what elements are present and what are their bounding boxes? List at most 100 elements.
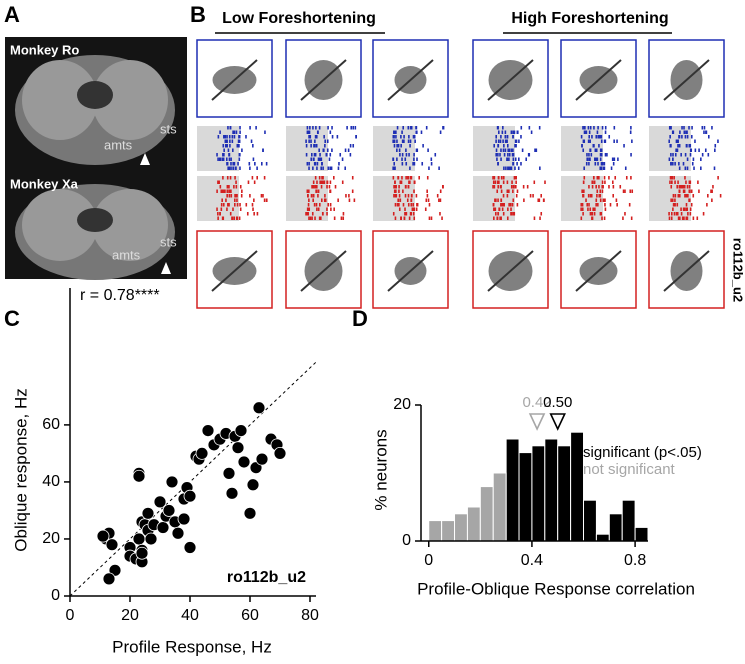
- median-label: 0.42: [522, 394, 551, 411]
- scatter-point: [132, 469, 146, 483]
- histogram-bar: [479, 486, 494, 542]
- histogram-bar: [441, 520, 456, 542]
- monkey-label: Monkey Ro: [10, 42, 79, 57]
- sulcus-label: amts: [112, 247, 141, 262]
- y-tick-label: 0: [51, 587, 60, 604]
- stimulus-grid: [196, 39, 725, 309]
- stimulus-object: [211, 59, 258, 101]
- histogram-bar: [570, 431, 585, 542]
- legend-label: significant (p<.05): [583, 444, 702, 461]
- stimulus-object: [663, 250, 710, 292]
- panel-letter: D: [352, 306, 368, 331]
- stimulus-frame: [648, 39, 725, 118]
- panel-letter: A: [4, 2, 20, 27]
- x-tick-label: 80: [301, 607, 319, 624]
- scatter-point: [225, 486, 239, 500]
- histogram-bar: [544, 438, 559, 542]
- scatter-point: [102, 572, 116, 586]
- monkey-label: Monkey Xa: [10, 176, 79, 191]
- x-tick-label: 0.8: [624, 552, 646, 569]
- scatter-point: [132, 532, 146, 546]
- scatter-point: [252, 401, 266, 415]
- scatter-point: [201, 424, 215, 437]
- scatter-point: [165, 475, 179, 489]
- stimulus-object: [387, 250, 434, 292]
- scatter-point: [171, 526, 185, 540]
- x-axis-title: Profile Response, Hz: [112, 637, 272, 656]
- y-tick-label: 0: [402, 532, 411, 549]
- stimulus-frame: [472, 230, 549, 309]
- panel-letter: C: [4, 306, 20, 331]
- histogram-bar: [608, 513, 623, 542]
- legend-label: not significant: [583, 461, 676, 478]
- stimulus-object: [300, 59, 347, 101]
- median-marker: [528, 413, 546, 431]
- histogram-bar: [454, 513, 468, 542]
- histogram-bar: [621, 499, 636, 542]
- column-header: Low Foreshortening: [222, 10, 376, 27]
- scatter-point: [177, 512, 191, 526]
- scatter-point: [162, 504, 176, 517]
- stimulus-object: [211, 250, 258, 292]
- sulcus-label: amts: [104, 137, 133, 152]
- unity-line: [69, 361, 317, 597]
- scatter-point: [183, 541, 197, 554]
- arrowhead: [140, 153, 150, 165]
- scatter-point: [156, 521, 170, 534]
- sulcus-label: sts: [160, 121, 177, 136]
- scatter-point: [231, 441, 245, 455]
- histogram-bar: [531, 445, 546, 542]
- panel-letter: B: [190, 2, 206, 27]
- scatter-point: [255, 452, 269, 466]
- mri-brain: [15, 55, 175, 280]
- x-tick-label: 20: [121, 607, 139, 624]
- stimulus-object: [663, 59, 710, 101]
- scatter-point: [222, 466, 236, 480]
- scatter-point: [96, 529, 110, 543]
- y-axis-title: Oblique response, Hz: [11, 388, 30, 551]
- sulcus-label: sts: [160, 234, 177, 249]
- histogram-bar: [518, 452, 533, 542]
- unit-label: ro112b_u2: [227, 569, 306, 586]
- y-tick-label: 20: [42, 530, 60, 547]
- stimulus-window: [197, 126, 239, 171]
- scatter-point: [105, 538, 119, 552]
- scatter-point: [144, 532, 158, 546]
- scatter-point: [141, 506, 155, 520]
- scatter-point: [234, 424, 248, 437]
- y-axis-title: % neurons: [371, 429, 390, 510]
- stimulus-object: [575, 59, 622, 101]
- stimulus-object: [487, 59, 534, 101]
- scatter-point: [243, 506, 257, 520]
- median-label: 0.50: [543, 394, 572, 411]
- stimulus-object: [387, 59, 434, 101]
- arrowhead: [161, 262, 171, 274]
- median-marker: [549, 413, 566, 431]
- stimulus-object: [300, 250, 347, 292]
- stimulus-object: [487, 250, 534, 292]
- x-axis-title: Profile-Oblique Response correlation: [417, 579, 695, 598]
- scatter-point: [195, 447, 209, 460]
- x-tick-label: 0: [424, 552, 433, 569]
- y-tick-label: 40: [42, 473, 60, 490]
- x-tick-label: 40: [181, 607, 199, 624]
- scatter-point: [246, 478, 260, 492]
- histogram-bar: [505, 438, 520, 542]
- annotation: r = 0.78****: [80, 287, 160, 304]
- y-tick-label: 20: [393, 396, 411, 413]
- histogram-bar: [595, 533, 610, 542]
- y-tick-label: 60: [42, 416, 60, 433]
- column-header: High Foreshortening: [511, 10, 668, 27]
- unit-label: ro112b_u2: [731, 238, 745, 302]
- x-tick-label: 60: [241, 607, 259, 624]
- histogram-bar: [634, 526, 649, 542]
- histogram-bar: [428, 520, 443, 542]
- stimulus-object: [575, 250, 622, 292]
- x-tick-label: 0: [66, 607, 75, 624]
- histogram-bar: [583, 499, 597, 542]
- x-tick-label: 0.4: [521, 552, 543, 569]
- scatter-point: [153, 495, 167, 509]
- scatter-point: [237, 455, 251, 469]
